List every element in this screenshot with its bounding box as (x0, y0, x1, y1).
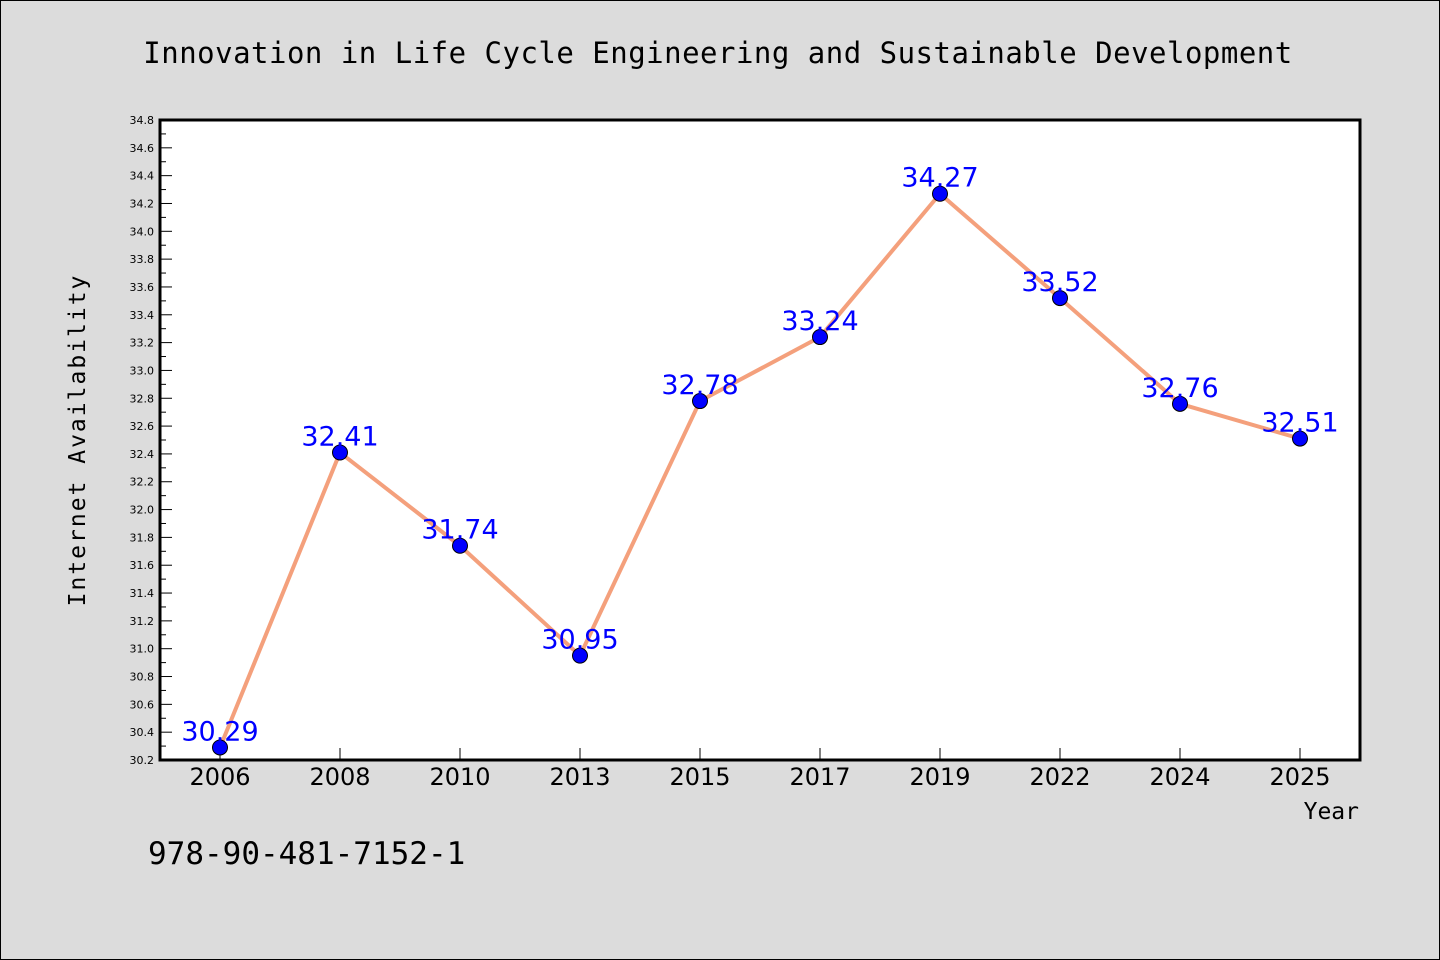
plot-area (160, 120, 1360, 760)
x-tick-label: 2008 (309, 763, 370, 791)
data-label: 32.78 (661, 370, 738, 401)
data-label: 33.52 (1021, 267, 1098, 298)
y-tick-label: 30.8 (130, 671, 155, 684)
x-axis-label: Year (1304, 799, 1359, 825)
y-tick-label: 31.0 (130, 643, 155, 656)
isbn-text: 978-90-481-7152-1 (148, 836, 465, 872)
data-point (932, 185, 948, 202)
data-point (812, 329, 828, 346)
x-axis-ticks: 2006 2008 2010 2013 2015 2017 2019 2022 2024 2025 (189, 748, 1331, 791)
y-tick-label: 32.8 (130, 392, 155, 405)
data-point (1292, 430, 1308, 447)
data-label: 30.95 (541, 625, 618, 656)
y-tick-label: 32.6 (130, 420, 155, 433)
y-tick-label: 31.6 (130, 559, 155, 572)
data-point (212, 739, 228, 756)
y-axis-label: Internet Availability (65, 274, 91, 607)
x-tick-label: 2024 (1149, 763, 1210, 791)
y-tick-label: 34.2 (130, 197, 155, 210)
y-tick-label: 30.2 (130, 754, 155, 767)
data-point (1052, 290, 1068, 307)
y-tick-label: 31.8 (130, 531, 155, 544)
y-tick-label: 32.0 (130, 504, 155, 517)
y-tick-label: 33.4 (130, 309, 155, 322)
data-label: 32.51 (1261, 408, 1338, 439)
y-tick-label: 34.8 (130, 114, 155, 127)
y-tick-label: 33.2 (130, 337, 155, 350)
y-tick-label: 34.0 (130, 225, 155, 238)
data-label: 30.29 (181, 716, 258, 747)
y-tick-label: 34.6 (130, 142, 155, 155)
y-tick-label: 32.2 (130, 476, 155, 489)
y-tick-label: 30.4 (130, 726, 155, 739)
y-tick-label: 32.4 (130, 448, 155, 461)
data-point (1172, 395, 1188, 412)
x-tick-label: 2017 (789, 763, 850, 791)
y-tick-label: 31.2 (130, 615, 155, 628)
y-tick-label: 34.4 (130, 170, 155, 183)
y-axis-ticks: 30.2 30.4 30.6 30.8 31.0 31.2 31.4 31.6 31.8 32.0… (130, 114, 172, 767)
y-tick-label: 30.6 (130, 698, 155, 711)
data-label: 34.27 (901, 163, 978, 194)
y-tick-label: 33.8 (130, 253, 155, 266)
y-tick-label: 33.6 (130, 281, 155, 294)
data-label: 31.74 (421, 515, 498, 546)
x-tick-label: 2022 (1029, 763, 1090, 791)
data-label: 32.76 (1141, 373, 1218, 404)
y-tick-label: 31.4 (130, 587, 155, 600)
data-point (452, 537, 468, 554)
data-point (692, 393, 708, 410)
data-point (572, 647, 588, 664)
x-tick-label: 2025 (1269, 763, 1330, 791)
plot-frame (158, 118, 1362, 762)
data-label: 33.24 (781, 306, 858, 337)
x-tick-label: 2006 (189, 763, 250, 791)
chart-title: Innovation in Life Cycle Engineering and… (143, 36, 1292, 70)
x-tick-label: 2015 (669, 763, 730, 791)
x-tick-label: 2013 (549, 763, 610, 791)
x-tick-label: 2010 (429, 763, 490, 791)
data-point (332, 444, 348, 461)
series-line (218, 191, 1301, 749)
series-layer: 30.29 32.41 31.74 30.95 32.78 33.24 34.27 33.52… (181, 163, 1339, 756)
y-tick-label: 33.0 (130, 364, 155, 377)
x-tick-label: 2019 (909, 763, 970, 791)
data-label: 32.41 (301, 422, 378, 453)
